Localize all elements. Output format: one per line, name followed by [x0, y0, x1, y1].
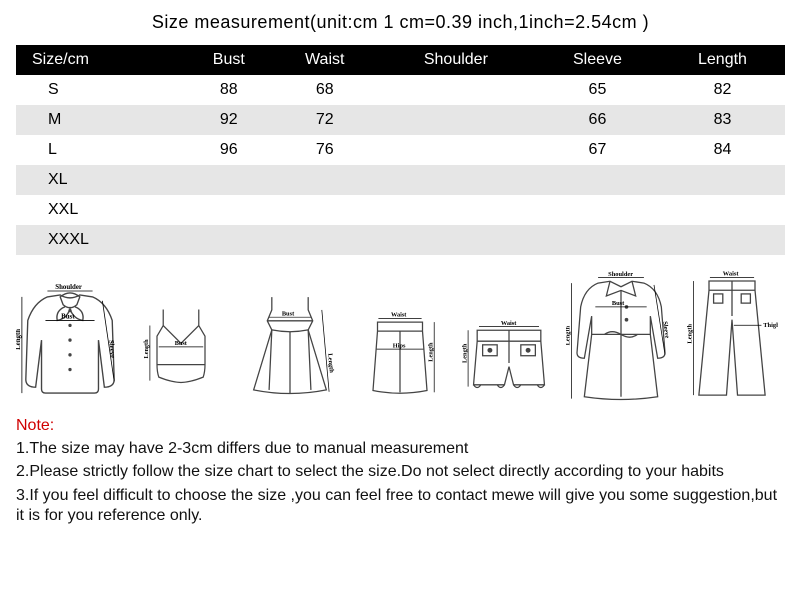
garment-blouse: Shoulder Bust Sleeve Length	[16, 281, 124, 409]
cell-bust: 96	[185, 135, 273, 165]
label-thigh: Thigh	[764, 322, 779, 329]
label-length: Length	[16, 329, 22, 350]
label-bust: Bust	[174, 340, 187, 347]
label-shoulder: Shoulder	[608, 271, 633, 278]
cell-waist: 72	[273, 105, 377, 135]
garment-pants: Waist Thigh Length	[680, 269, 785, 409]
notes-heading: Note:	[16, 417, 785, 435]
label-waist: Waist	[723, 271, 740, 278]
col-sleeve: Sleeve	[535, 45, 660, 75]
cell-bust: 88	[185, 75, 273, 105]
cell-waist	[273, 195, 377, 225]
label-bust: Bust	[611, 300, 624, 307]
garment-shorts: Waist Length	[456, 317, 561, 409]
table-row: XXL	[16, 195, 785, 225]
cell-bust	[185, 195, 273, 225]
cell-size: XXXL	[16, 225, 185, 255]
cell-length: 84	[660, 135, 785, 165]
garment-diagrams: Shoulder Bust Sleeve Length Bust Length	[16, 269, 785, 409]
table-row: M 92 72 66 83	[16, 105, 785, 135]
cell-length: 83	[660, 105, 785, 135]
cell-sleeve: 67	[535, 135, 660, 165]
label-bust: Bust	[282, 310, 295, 317]
label-sleeve: Sleeve	[107, 340, 116, 359]
garment-camisole: Bust Length	[128, 299, 233, 409]
note-item: 3.If you feel difficult to choose the si…	[16, 486, 785, 527]
garment-sundress: Bust Length	[237, 289, 342, 409]
col-size: Size/cm	[16, 45, 185, 75]
cell-waist	[273, 225, 377, 255]
cell-sleeve	[535, 165, 660, 195]
table-row: XL	[16, 165, 785, 195]
cell-length	[660, 225, 785, 255]
cell-shoulder	[377, 195, 535, 225]
label-bust: Bust	[61, 313, 75, 320]
cell-length	[660, 165, 785, 195]
col-bust: Bust	[185, 45, 273, 75]
cell-shoulder	[377, 135, 535, 165]
table-row: S 88 68 65 82	[16, 75, 785, 105]
cell-waist	[273, 165, 377, 195]
garment-trenchcoat: Shoulder Bust Sleeve Length	[566, 269, 676, 409]
note-item: 2.Please strictly follow the size chart …	[16, 462, 785, 482]
cell-sleeve	[535, 195, 660, 225]
cell-length	[660, 195, 785, 225]
table-row: XXXL	[16, 225, 785, 255]
col-waist: Waist	[273, 45, 377, 75]
col-length: Length	[660, 45, 785, 75]
cell-shoulder	[377, 225, 535, 255]
label-length: Length	[566, 325, 572, 345]
table-row: L 96 76 67 84	[16, 135, 785, 165]
cell-size: XXL	[16, 195, 185, 225]
label-length: Length	[427, 342, 434, 362]
label-length: Length	[143, 339, 150, 359]
label-hips: Hips	[392, 342, 405, 349]
table-header-row: Size/cm Bust Waist Shoulder Sleeve Lengt…	[16, 45, 785, 75]
label-waist: Waist	[501, 320, 517, 327]
label-sleeve: Sleeve	[661, 321, 670, 339]
cell-bust	[185, 165, 273, 195]
label-length: Length	[687, 324, 694, 344]
cell-waist: 76	[273, 135, 377, 165]
cell-size: S	[16, 75, 185, 105]
label-length: Length	[461, 343, 468, 363]
cell-shoulder	[377, 105, 535, 135]
label-waist: Waist	[391, 312, 407, 319]
cell-size: M	[16, 105, 185, 135]
cell-size: XL	[16, 165, 185, 195]
cell-waist: 68	[273, 75, 377, 105]
cell-shoulder	[377, 75, 535, 105]
cell-size: L	[16, 135, 185, 165]
note-item: 1.The size may have 2-3cm differs due to…	[16, 439, 785, 459]
page-title: Size measurement(unit:cm 1 cm=0.39 inch,…	[16, 12, 785, 33]
size-table: Size/cm Bust Waist Shoulder Sleeve Lengt…	[16, 45, 785, 255]
cell-shoulder	[377, 165, 535, 195]
col-shoulder: Shoulder	[377, 45, 535, 75]
cell-sleeve: 65	[535, 75, 660, 105]
cell-bust: 92	[185, 105, 273, 135]
label-shoulder: Shoulder	[55, 284, 82, 291]
cell-bust	[185, 225, 273, 255]
cell-length: 82	[660, 75, 785, 105]
garment-skirt: Waist Hips Length	[347, 309, 452, 409]
cell-sleeve: 66	[535, 105, 660, 135]
notes-section: Note: 1.The size may have 2-3cm differs …	[16, 417, 785, 527]
cell-sleeve	[535, 225, 660, 255]
